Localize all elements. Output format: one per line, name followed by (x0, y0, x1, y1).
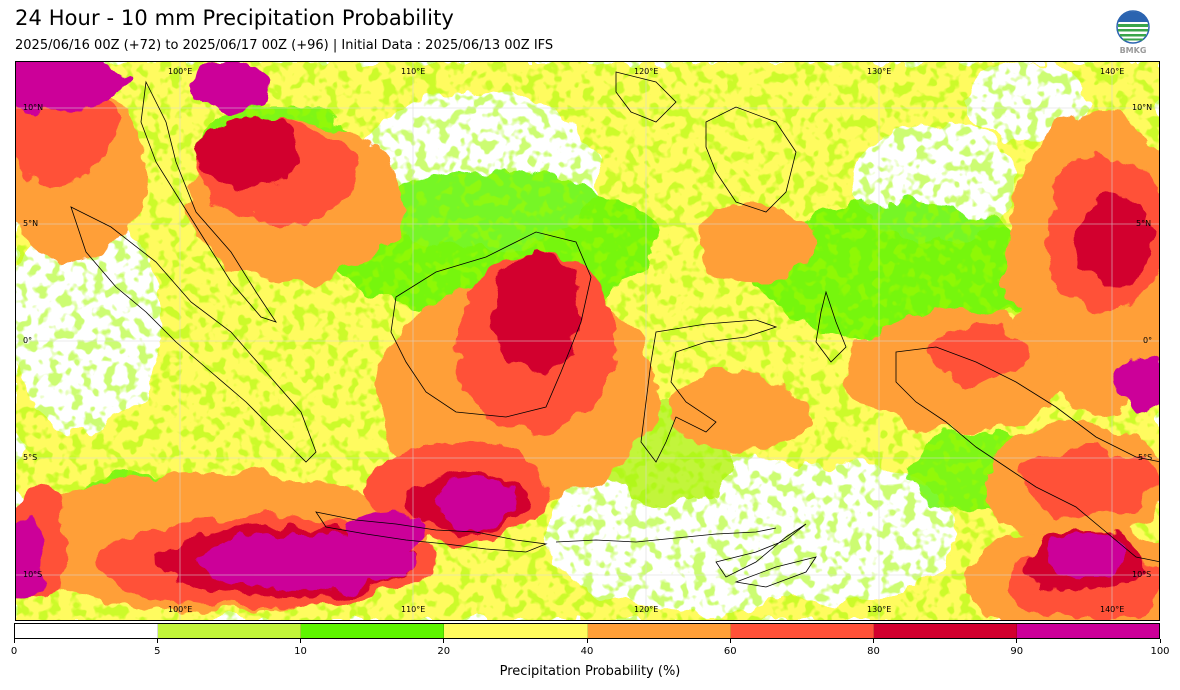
graticule (16, 62, 1159, 620)
colorbar-tick-mark (586, 639, 588, 643)
colorbar-segment-5 (730, 624, 874, 638)
colorbar-tick-label: 20 (437, 646, 451, 657)
colorbar-segment-4 (587, 624, 731, 638)
svg-text:BMKG: BMKG (1120, 46, 1147, 55)
lat-label-left-10n: 10°N (23, 103, 44, 112)
colorbar-segment-3 (444, 624, 588, 638)
coastlines (70, 71, 1159, 588)
lon-label-bottom-140e: 140°E (1100, 605, 1125, 614)
colorbar-tick-mark (156, 639, 158, 643)
map-title: 24 Hour - 10 mm Precipitation Probabilit… (15, 6, 454, 30)
probability-colorbar (14, 623, 1160, 639)
colorbar-tick-label: 60 (723, 646, 737, 657)
colorbar-segment-2 (301, 624, 445, 638)
colorbar-segment-6 (873, 624, 1017, 638)
colorbar-tick-mark (1016, 639, 1018, 643)
lon-label-bottom-130e: 130°E (867, 605, 892, 614)
lat-label-right-5n: 5°N (1136, 219, 1152, 228)
lon-label-bottom-120e: 120°E (634, 605, 659, 614)
colorbar-tick-label: 5 (154, 646, 161, 657)
colorbar-tick-mark (1159, 639, 1161, 643)
colorbar-tick-label: 80 (867, 646, 880, 657)
forecast-period-subtitle: 2025/06/16 00Z (+72) to 2025/06/17 00Z (… (15, 38, 554, 53)
lon-label-top-110e: 110°E (401, 67, 426, 76)
colorbar-segment-0 (15, 624, 159, 638)
lat-label-right-5s: 5°S (1138, 453, 1153, 462)
colorbar-tick-label: 10 (294, 646, 307, 657)
lon-label-bottom-110e: 110°E (401, 605, 426, 614)
lat-label-left-5n: 5°N (23, 219, 39, 228)
lat-label-left-5s: 5°S (23, 453, 38, 462)
probability-field (16, 62, 1159, 620)
colorbar-tick-label: 0 (10, 646, 18, 657)
colorbar-title: Precipitation Probability (%) (499, 664, 681, 679)
lon-label-top-140e: 140°E (1100, 67, 1125, 76)
colorbar-tick-mark (13, 639, 15, 643)
lat-label-left-0: 0° (23, 336, 33, 345)
lat-label-right-10s: 10°S (1132, 570, 1152, 579)
bmkg-logo-icon: BMKG (1114, 10, 1152, 55)
lon-label-bottom-100e: 100°E (168, 605, 193, 614)
lon-label-top-120e: 120°E (634, 67, 659, 76)
lon-label-top-130e: 130°E (867, 67, 892, 76)
precipitation-probability-map: 100°E 110°E 120°E 130°E 140°E 100°E 110°… (15, 61, 1160, 621)
colorbar-tick-mark (873, 639, 874, 643)
colorbar-segment-7 (1016, 624, 1159, 638)
lon-label-top-100e: 100°E (168, 67, 193, 76)
colorbar-tick-mark (443, 639, 445, 643)
colorbar-tick-mark (300, 639, 301, 643)
colorbar-segment-1 (158, 624, 302, 638)
lat-label-right-10n: 10°N (1132, 103, 1153, 112)
colorbar-tick-label: 100 (1150, 646, 1170, 657)
colorbar-tick-label: 40 (580, 646, 594, 657)
lat-label-right-0: 0° (1143, 336, 1153, 345)
lat-label-left-10s: 10°S (23, 570, 43, 579)
colorbar-tick-mark (729, 639, 731, 643)
colorbar-tick-label: 90 (1010, 646, 1024, 657)
